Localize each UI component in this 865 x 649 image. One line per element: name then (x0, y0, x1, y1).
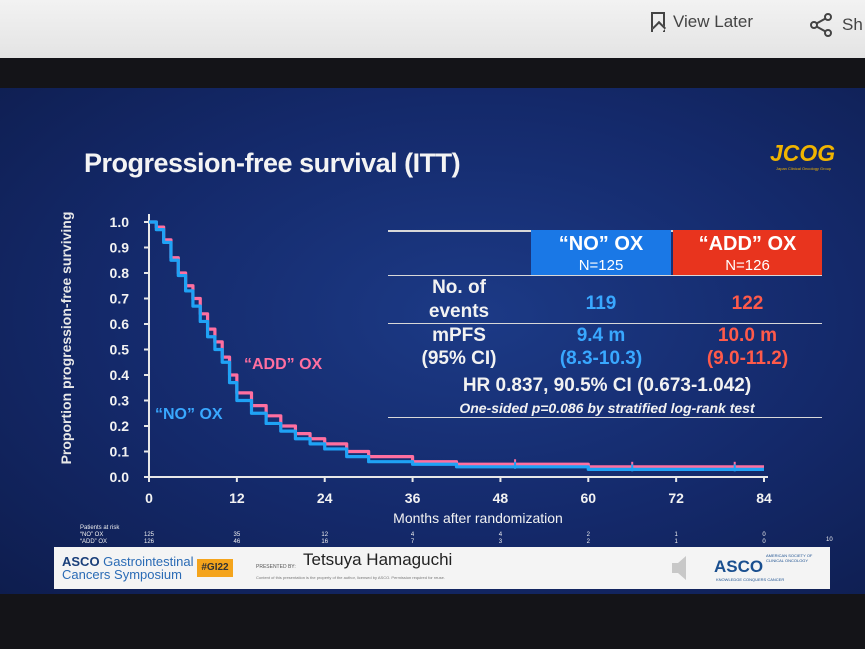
table-rule-bottom (388, 417, 822, 418)
presentation-slide: Progression-free survival (ITT) JCOG Jap… (0, 88, 865, 594)
y-tick-label: 0.5 (110, 342, 130, 358)
annotation-no-ox: “NO” OX (155, 406, 223, 423)
risk-value: 4 (410, 532, 415, 538)
y-tick-label: 1.0 (110, 214, 130, 230)
add-ox-ci: (9.0-11.2) (706, 348, 789, 369)
risk-value: 1 (674, 532, 678, 538)
risk-value: 4 (498, 532, 503, 538)
x-tick-label: 36 (405, 490, 421, 506)
risk-value: 0 (762, 532, 766, 538)
risk-row-label-add-ox: “ADD” OX (80, 539, 107, 545)
symposium-gi: Gastrointestinal (99, 554, 194, 569)
risk-value: 3 (498, 539, 503, 545)
share-button[interactable]: Sh (808, 12, 863, 38)
no-ox-events: 119 (585, 293, 617, 314)
asco-logo-small: AMERICAN SOCIETY OF CLINICAL ONCOLOGY (766, 553, 813, 563)
row-ci-label: (95% CI) (421, 348, 497, 369)
no-ox-mpfs: 9.4 m (576, 325, 626, 346)
symposium-line-2: Cancers Symposium (62, 567, 182, 582)
risk-value: 1 (674, 539, 678, 545)
asco-logo: ASCO (714, 557, 764, 576)
x-tick-label: 24 (317, 490, 333, 506)
p-value: One-sided p=0.086 by stratified log-rank… (459, 400, 755, 416)
risk-value: 125 (143, 532, 154, 538)
y-tick-label: 0.1 (110, 444, 130, 460)
risk-value: 0 (762, 539, 766, 545)
header-no-ox: “NO” OX N=125 (531, 230, 671, 275)
add-ox-events: 122 (731, 293, 764, 314)
presented-by: PRESENTED BY: (256, 564, 296, 570)
row-mpfs-label: mPFS (432, 325, 486, 346)
annotation-add-ox: “ADD” OX (244, 356, 323, 373)
km-curve-no-ox (149, 220, 764, 471)
add-ox-name: “ADD” OX (698, 233, 797, 255)
add-ox-mpfs: 10.0 m (717, 325, 778, 346)
y-tick-label: 0.0 (110, 469, 130, 485)
header-add-ox: “ADD” OX N=126 (673, 230, 822, 275)
browser-toolbar: View Later Sh (0, 0, 865, 58)
y-tick-label: 0.3 (110, 393, 130, 409)
risk-value: 7 (410, 539, 415, 545)
x-tick-label: 12 (229, 490, 245, 506)
risk-value: 2 (586, 539, 590, 545)
jcog-logo-subtitle: Japan Clinical Oncology Group (776, 166, 832, 171)
share-label: Sh (842, 15, 863, 34)
y-tick-label: 0.6 (110, 316, 130, 332)
x-tick-label: 0 (145, 490, 153, 506)
slide-footer: ASCO Gastrointestinal Cancers Symposium … (54, 547, 830, 589)
risk-value: 46 (233, 539, 241, 545)
no-ox-ci: (8.3-10.3) (559, 348, 643, 369)
hashtag-badge: #GI22 (197, 559, 233, 577)
risk-table-title: Patients at risk (80, 525, 120, 531)
risk-extra: 10 (826, 537, 833, 543)
y-tick-label: 0.9 (110, 240, 130, 256)
x-tick-label: 84 (756, 490, 772, 506)
table-rule-events (388, 323, 822, 324)
view-later-button[interactable]: View Later (651, 12, 753, 32)
jcog-logo: JCOG (770, 140, 836, 166)
disclaimer: Content of this presentation is the prop… (256, 575, 445, 580)
x-axis-label: Months after randomization (393, 510, 563, 526)
no-ox-name: “NO” OX (558, 233, 644, 255)
presenter-name: Tetsuya Hamaguchi (303, 550, 453, 569)
hazard-ratio: HR 0.837, 90.5% CI (0.673-1.042) (462, 375, 752, 396)
speaker-icon[interactable] (670, 553, 690, 583)
x-tick-label: 72 (668, 490, 684, 506)
bookmark-icon (651, 12, 665, 32)
row-events-label-2: events (428, 301, 490, 322)
row-events-label-1: No. of (432, 277, 486, 298)
y-tick-label: 0.4 (110, 367, 130, 383)
risk-value: 126 (143, 539, 154, 545)
slide-title: Progression-free survival (ITT) (84, 148, 461, 178)
risk-value: 12 (321, 532, 329, 538)
no-ox-n: N=125 (578, 257, 624, 274)
x-tick-label: 48 (493, 490, 509, 506)
x-tick-label: 60 (580, 490, 596, 506)
add-ox-n: N=126 (725, 257, 770, 274)
km-chart: 0.0 0.1 0.2 0.3 0.4 0.5 0.6 0.7 0.8 0.9 1.0 0 12 24 36… (110, 214, 772, 526)
symposium-asco: ASCO (62, 554, 100, 569)
risk-value: 2 (586, 532, 590, 538)
y-tick-label: 0.2 (110, 418, 130, 434)
risk-value: 16 (321, 539, 329, 545)
y-tick-label: 0.8 (110, 265, 130, 281)
y-tick-label: 0.7 (110, 291, 130, 307)
risk-row-label-no-ox: “NO” OX (80, 532, 104, 538)
view-later-label: View Later (673, 12, 754, 31)
share-icon (810, 13, 832, 37)
symposium-logo: ASCO Gastrointestinal Cancers Symposium (62, 555, 194, 581)
table-rule-header (388, 275, 822, 276)
risk-value: 35 (233, 532, 241, 538)
asco-tagline: KNOWLEDGE CONQUERS CANCER (716, 577, 785, 582)
